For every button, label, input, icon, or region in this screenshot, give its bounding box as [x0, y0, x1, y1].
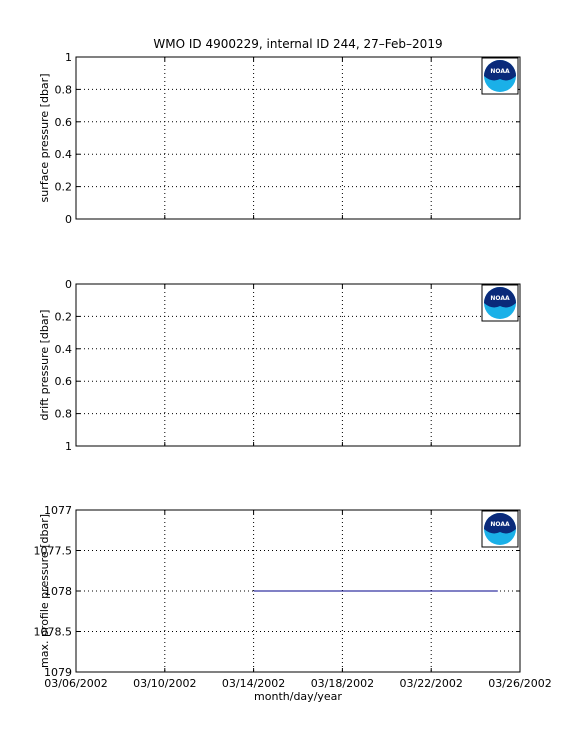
y-tick-label: 0.6: [55, 116, 73, 129]
y-axis-label: surface pressure [dbar]: [38, 74, 51, 203]
noaa-logo-icon: NOAA: [481, 284, 519, 322]
x-tick-label: 03/10/2002: [133, 677, 196, 690]
logo-text: NOAA: [490, 68, 510, 75]
y-tick-label: 0.4: [55, 148, 73, 161]
x-tick-label: 03/06/2002: [44, 677, 107, 690]
y-tick-label: 0: [65, 278, 72, 291]
y-tick-label: 0.8: [55, 408, 73, 421]
y-tick-label: 1078.5: [34, 626, 73, 639]
y-tick-label: 1078: [44, 585, 72, 598]
y-tick-label: 1077.5: [34, 545, 73, 558]
y-tick-label: 0.8: [55, 83, 73, 96]
y-tick-label: 0.6: [55, 375, 73, 388]
chart-panel-2: 0 0.2 0.4 0.6 0.8 1 drift pressure [dbar] NOAA: [38, 278, 521, 453]
x-tick-label: 03/26/2002: [488, 677, 551, 690]
noaa-logo-icon: NOAA: [481, 57, 519, 95]
y-tick-label: 0.2: [55, 310, 73, 323]
logo-text: NOAA: [490, 521, 510, 528]
x-axis-label: month/day/year: [254, 690, 342, 703]
y-tick-label: 1079: [44, 666, 72, 679]
x-tick-label: 03/18/2002: [311, 677, 374, 690]
y-tick-label: 0: [65, 213, 72, 226]
chart-panel-1: 0 0.2 0.4 0.6 0.8 1 surface pressure [dbar] NOA…: [38, 51, 521, 226]
figure-title: WMO ID 4900229, internal ID 244, 27–Feb–…: [153, 37, 442, 51]
x-tick-label: 03/14/2002: [222, 677, 285, 690]
y-tick-label: 1077: [44, 504, 72, 517]
axes-frame: [75, 56, 521, 220]
axes-frame: [75, 283, 521, 447]
y-tick-label: 0.2: [55, 181, 73, 194]
y-tick-label: 1: [65, 51, 72, 64]
y-tick-label: 0.4: [55, 343, 73, 356]
y-tick-label: 1: [65, 440, 72, 453]
x-tick-label: 03/22/2002: [399, 677, 462, 690]
y-axis-label: max. profile pressure [dbar]: [38, 514, 51, 668]
y-axis-label: drift pressure [dbar]: [38, 310, 51, 421]
logo-text: NOAA: [490, 295, 510, 302]
noaa-logo-icon: NOAA: [481, 510, 519, 548]
